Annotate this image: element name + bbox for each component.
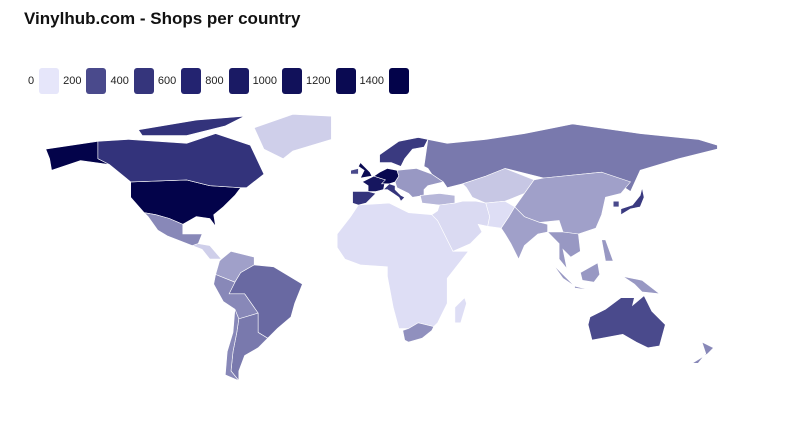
country[interactable] — [546, 231, 581, 269]
country[interactable] — [423, 123, 718, 192]
country[interactable] — [612, 200, 620, 208]
legend-label: 600 — [157, 75, 177, 87]
legend-swatch — [86, 68, 107, 94]
country[interactable] — [454, 297, 467, 324]
legend-swatch — [39, 68, 60, 94]
country[interactable] — [620, 187, 645, 216]
country[interactable] — [358, 162, 373, 179]
legend-swatch — [389, 68, 410, 94]
legend-swatch — [181, 68, 202, 94]
country[interactable] — [382, 183, 406, 202]
country[interactable] — [97, 115, 265, 188]
legend-label: 0 — [28, 75, 35, 87]
country[interactable] — [601, 239, 614, 262]
country[interactable] — [253, 113, 332, 160]
country[interactable] — [431, 200, 491, 252]
country[interactable] — [691, 341, 715, 364]
country[interactable] — [191, 243, 223, 260]
legend-label: 200 — [63, 75, 82, 87]
country[interactable] — [143, 212, 203, 246]
country[interactable] — [350, 168, 359, 175]
legend-label: 1400 — [359, 75, 385, 87]
country[interactable] — [587, 295, 666, 349]
country[interactable] — [462, 168, 535, 204]
legend-swatch — [282, 68, 303, 94]
country[interactable] — [402, 322, 435, 343]
country[interactable] — [224, 309, 240, 381]
country[interactable] — [514, 171, 632, 235]
legend-swatch — [228, 68, 249, 94]
legend-swatch — [133, 68, 154, 94]
legend-label: 800 — [205, 75, 224, 87]
legend-label: 400 — [110, 75, 129, 87]
legend: 0 200 400 600 800 1000 1200 1400 — [24, 68, 410, 94]
country[interactable] — [379, 137, 429, 167]
country[interactable] — [336, 202, 470, 329]
country[interactable] — [352, 191, 377, 206]
country[interactable] — [553, 262, 661, 295]
legend-label: 1000 — [252, 75, 278, 87]
map-title: Vinylhub.com - Shops per country — [24, 9, 301, 28]
legend-label: 1200 — [306, 75, 331, 87]
legend-swatch — [335, 68, 356, 94]
country[interactable] — [419, 193, 456, 206]
